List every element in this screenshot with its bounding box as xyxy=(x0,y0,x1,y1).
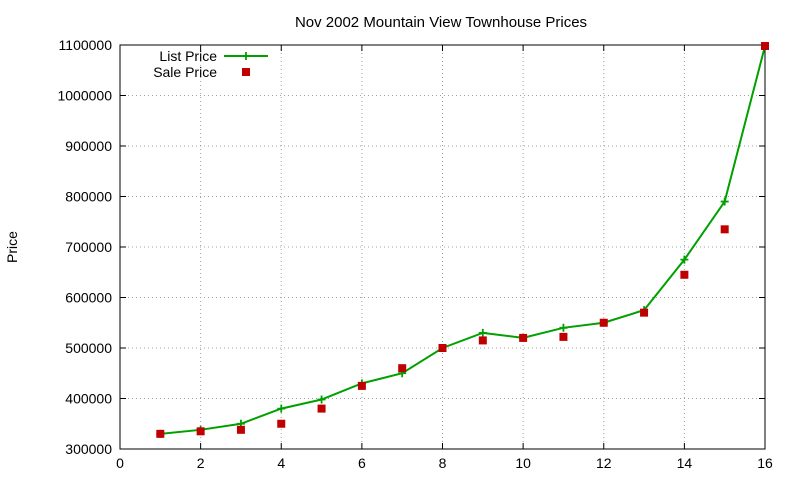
list-price-point xyxy=(559,323,568,332)
sale-price-point xyxy=(357,381,366,390)
sale-price-point xyxy=(559,332,568,341)
list-price-point xyxy=(277,404,286,413)
y-tick-label: 700000 xyxy=(65,239,112,255)
x-tick-label: 4 xyxy=(277,455,285,471)
y-tick-label: 600000 xyxy=(65,290,112,306)
list-price-point xyxy=(478,328,487,337)
list-price-line xyxy=(160,45,766,435)
list-price-point xyxy=(317,395,326,404)
x-tick-label: 10 xyxy=(515,455,531,471)
y-tick-label: 1000000 xyxy=(57,88,112,104)
sale-price-point xyxy=(478,336,487,345)
sale-price-point xyxy=(236,425,245,434)
y-tick-label: 400000 xyxy=(65,391,112,407)
sale-price-point xyxy=(438,344,447,352)
x-tick-label: 6 xyxy=(358,455,366,471)
sale-price-point xyxy=(156,429,165,438)
sale-price-point xyxy=(720,225,729,234)
legend-label-sale-price: Sale Price xyxy=(153,64,217,80)
sale-price-point xyxy=(519,333,528,342)
x-tick-label: 8 xyxy=(439,455,447,471)
chart-title: Nov 2002 Mountain View Townhouse Prices xyxy=(295,14,587,31)
legend-label-list-price: List Price xyxy=(159,48,217,64)
list-price-point xyxy=(720,197,729,206)
y-axis-label: Price xyxy=(4,231,20,263)
x-tick-label: 12 xyxy=(596,455,612,471)
sale-price-point xyxy=(640,308,649,317)
sale-price-point xyxy=(196,427,205,436)
x-tick-label: 14 xyxy=(677,455,693,471)
sale-price-point xyxy=(317,404,326,413)
series-layer xyxy=(156,42,769,438)
sale-price-point xyxy=(599,318,608,327)
y-tick-label: 1100000 xyxy=(59,37,113,53)
sale-price-point xyxy=(277,419,286,428)
sale-price-point xyxy=(398,364,407,373)
x-tick-label: 16 xyxy=(757,455,773,471)
y-tick-label: 300000 xyxy=(65,441,112,457)
axes: 0 2 4 6 8 10 12 14 16 300000 400000 500000 600000 700… xyxy=(57,37,773,471)
sale-price-point xyxy=(761,42,769,51)
y-tick-label: 500000 xyxy=(65,340,112,356)
x-tick-label: 0 xyxy=(116,455,124,471)
y-tick-label: 900000 xyxy=(65,138,112,154)
list-price-point xyxy=(680,255,689,264)
y-tick-label: 800000 xyxy=(65,189,112,205)
legend-marker-sale-price xyxy=(242,68,250,76)
x-tick-label: 2 xyxy=(197,455,205,471)
sale-price-point xyxy=(680,270,689,279)
legend-marker-list-price xyxy=(242,52,250,60)
